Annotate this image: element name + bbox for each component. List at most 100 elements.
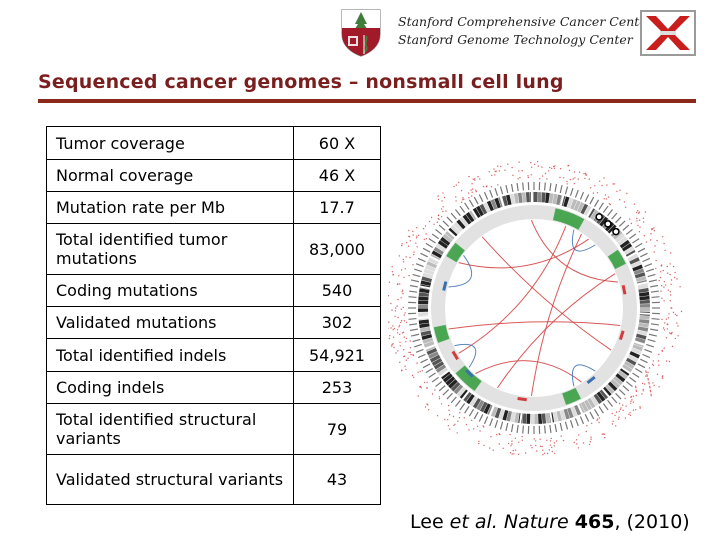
tick-mark (648, 279, 657, 283)
scatter-point (639, 407, 641, 409)
scatter-point (648, 367, 651, 369)
chromosome-band (521, 192, 527, 203)
scatter-point (499, 433, 501, 436)
chromosome-band (580, 401, 589, 413)
scatter-point (541, 175, 544, 177)
row-value: 253 (293, 371, 381, 404)
scatter-point (573, 441, 575, 444)
scatter-point (551, 167, 553, 170)
chromosome-gap (635, 280, 650, 286)
tick-mark (473, 196, 479, 205)
scatter-point (460, 189, 463, 192)
track-segment (576, 217, 584, 230)
scatter-point (418, 234, 420, 237)
scatter-point (661, 376, 663, 378)
page-title: Sequenced cancer genomes – nonsmall cell… (38, 71, 564, 93)
scatter-point (397, 283, 399, 285)
scatter-point (630, 396, 632, 399)
scatter-point (638, 231, 641, 233)
tick-mark (646, 343, 655, 348)
track-segment (564, 392, 570, 405)
scatter-point (655, 267, 657, 270)
tick-mark (646, 268, 655, 273)
scatter-point (617, 418, 620, 420)
tick-mark (489, 189, 494, 198)
chromosome-band (466, 393, 475, 405)
scatter-point (670, 307, 672, 309)
scatter-point (573, 171, 576, 173)
scatter-point (405, 368, 407, 371)
scatter-point (507, 163, 509, 165)
scatter-point (651, 363, 654, 365)
chromosome-band (552, 411, 559, 423)
tick-mark (594, 408, 600, 417)
scatter-point (669, 273, 671, 276)
scatter-point (458, 417, 461, 419)
chromosome-band (639, 315, 650, 320)
scatter-point (603, 433, 606, 435)
scatter-point (635, 394, 637, 397)
scatter-point (551, 446, 553, 449)
scatter-point (401, 244, 403, 247)
track-mark (465, 369, 474, 378)
scatter-point (415, 242, 417, 244)
chromosome-gap (549, 410, 554, 425)
scatter-point (606, 184, 608, 186)
tick-mark (647, 273, 656, 278)
track-segment (563, 211, 569, 224)
chromosome-band (596, 391, 606, 402)
scatter-point (660, 290, 662, 292)
scatter-point (408, 351, 410, 354)
chromosome-band (635, 333, 647, 340)
scatter-point (674, 276, 676, 279)
scatter-point (405, 359, 407, 361)
track-segment (450, 248, 461, 257)
chromosome-band (437, 240, 449, 249)
scatter-point (638, 211, 640, 213)
tick-mark (642, 257, 651, 263)
scatter-point (646, 375, 648, 377)
scatter-point (490, 186, 493, 188)
scatter-point (658, 279, 660, 282)
chromosome-band (545, 412, 551, 424)
scatter-point (594, 185, 596, 187)
track-segment (566, 212, 573, 225)
scatter-point (665, 360, 668, 362)
scatter-point (586, 425, 588, 427)
scatter-point (517, 453, 520, 455)
scatter-point (672, 265, 675, 268)
chromosome-gap (460, 389, 471, 402)
track-segment (555, 208, 560, 221)
scatter-point (437, 198, 440, 201)
chromosome-band (498, 408, 505, 420)
scatter-point (670, 279, 673, 281)
tick-mark (450, 212, 457, 220)
scatter-point (409, 347, 412, 349)
scatter-point (463, 417, 465, 419)
tick-mark (634, 368, 643, 374)
scatter-point (652, 382, 654, 384)
table-row: Total identified tumor mutations 83,000 (46, 223, 381, 275)
track-segment (573, 388, 580, 400)
scatter-point (578, 434, 580, 436)
scatter-point (625, 206, 627, 208)
scatter-point (397, 316, 399, 319)
tick-mark (464, 406, 470, 414)
scatter-point (417, 395, 419, 397)
link-arc (530, 233, 582, 397)
scatter-point (453, 185, 455, 188)
scatter-point (468, 429, 470, 431)
scatter-point (589, 441, 591, 443)
tick-mark (611, 396, 618, 404)
tick-mark (618, 389, 626, 396)
scatter-point (559, 176, 561, 179)
tick-mark (499, 186, 504, 195)
chromosome-band (510, 411, 516, 423)
table-row: Coding indels 253 (46, 371, 381, 404)
chromosome-band (421, 334, 433, 340)
chromosome-gap (488, 403, 496, 418)
chromosome-band (552, 193, 558, 205)
chromosome-band (502, 195, 508, 207)
scatter-point (663, 347, 665, 349)
track-mark (618, 330, 625, 340)
